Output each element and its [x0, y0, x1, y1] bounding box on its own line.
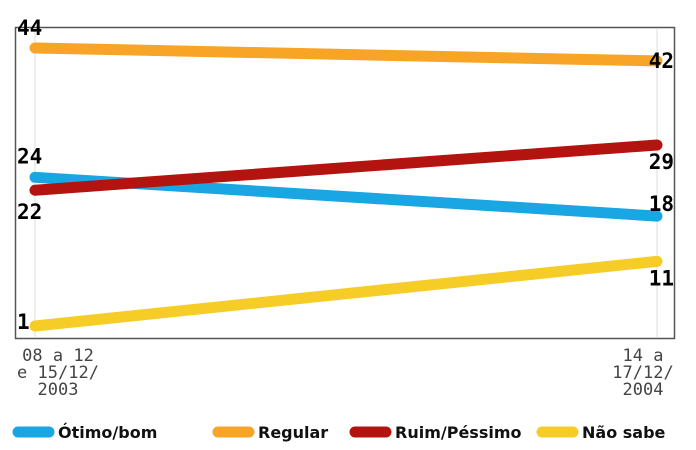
x-tick-label-line: 14 a: [623, 346, 664, 366]
x-tick-label-line: e 15/12/: [17, 363, 99, 383]
x-axis-tick-labels: 08 a 12e 15/12/2003 14 a17/12/2004: [17, 346, 674, 400]
legend-item-regular: Regular: [212, 423, 328, 442]
legend-label-otimo-bom: Ótimo/bom: [58, 423, 157, 442]
legend-label-regular: Regular: [258, 423, 328, 442]
x-tick-label-1: 08 a 12e 15/12/2003: [17, 346, 99, 400]
data-label-regular-end: 42: [649, 49, 674, 73]
data-label-ruim-pessimo-end: 29: [649, 150, 674, 174]
data-label-otimo-bom-start: 24: [17, 144, 42, 168]
x-tick-label-line: 2003: [38, 380, 79, 400]
x-tick-label-line: 2004: [623, 380, 664, 400]
data-label-ruim-pessimo-start: 22: [17, 200, 42, 224]
series-line-nao-sabe: [29, 255, 663, 332]
legend-label-nao-sabe: Não sabe: [582, 423, 666, 442]
x-tick-label-line: 08 a 12: [22, 346, 94, 366]
x-tick-label-2: 14 a17/12/2004: [612, 346, 673, 400]
series-line-regular: [29, 42, 663, 67]
legend-label-ruim-pessimo: Ruim/Péssimo: [395, 423, 521, 442]
legend: Ótimo/bom Regular Ruim/Péssimo Não sabe: [12, 423, 666, 442]
x-tick-label-line: 17/12/: [612, 363, 673, 383]
series-line-ruim-pessimo: [29, 139, 663, 196]
series-layer: [29, 42, 663, 332]
legend-item-otimo-bom: Ótimo/bom: [12, 423, 157, 442]
data-label-nao-sabe-start: 1: [17, 310, 30, 334]
data-label-otimo-bom-end: 18: [649, 192, 674, 216]
data-label-nao-sabe-end: 11: [649, 266, 674, 290]
legend-item-ruim-pessimo: Ruim/Péssimo: [349, 423, 521, 442]
legend-item-nao-sabe: Não sabe: [536, 423, 666, 442]
data-label-regular-start: 44: [17, 16, 42, 40]
